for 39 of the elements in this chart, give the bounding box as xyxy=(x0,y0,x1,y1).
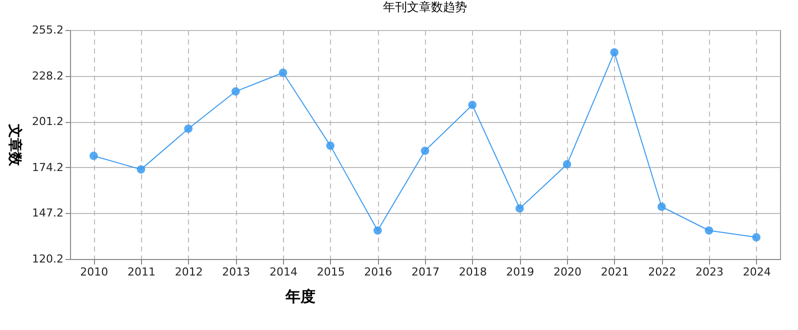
y-tick-label: 120.2 xyxy=(32,252,64,266)
point xyxy=(184,124,193,133)
x-tick-label: 2017 xyxy=(412,266,440,278)
x-axis-title: 年度 xyxy=(284,288,316,306)
point xyxy=(562,160,572,169)
x-tick-label: 2011 xyxy=(128,266,156,278)
x-tick-label: 2018 xyxy=(458,266,487,278)
x-tick-label: 2019 xyxy=(506,266,534,278)
y-tick-label: 174.2 xyxy=(32,160,64,174)
y-tick-label: 147.2 xyxy=(32,206,64,220)
x-tick-label: 2021 xyxy=(600,266,629,278)
y-axis-title: 文章数 xyxy=(6,123,24,167)
x-tick-label: 2023 xyxy=(696,266,724,278)
x-tick-label: 2013 xyxy=(222,266,250,278)
point xyxy=(657,202,666,211)
point xyxy=(231,87,240,96)
point xyxy=(373,226,382,235)
point xyxy=(515,204,524,213)
x-tick-label: 2015 xyxy=(316,266,345,278)
point xyxy=(326,142,335,150)
y-tick-label: 201.2 xyxy=(32,115,64,128)
point xyxy=(136,165,146,174)
point xyxy=(278,68,288,77)
point xyxy=(752,233,761,242)
x-tick-label: 2024 xyxy=(742,266,771,278)
point xyxy=(704,226,714,235)
point xyxy=(89,152,98,160)
x-tick-label: 2020 xyxy=(554,266,582,278)
y-tick-label: 228.2 xyxy=(32,69,64,82)
chart-title: 年刊文章数趋势 xyxy=(383,0,467,14)
point xyxy=(610,48,619,57)
x-tick-label: 2012 xyxy=(174,266,203,278)
point xyxy=(468,100,477,110)
point xyxy=(420,146,430,155)
x-tick-label: 2010 xyxy=(80,266,108,278)
y-tick-label: 255.2 xyxy=(32,24,64,36)
x-tick-label: 2016 xyxy=(364,266,392,278)
x-tick-label: 2022 xyxy=(648,266,676,278)
x-tick-label: 2014 xyxy=(270,266,298,278)
